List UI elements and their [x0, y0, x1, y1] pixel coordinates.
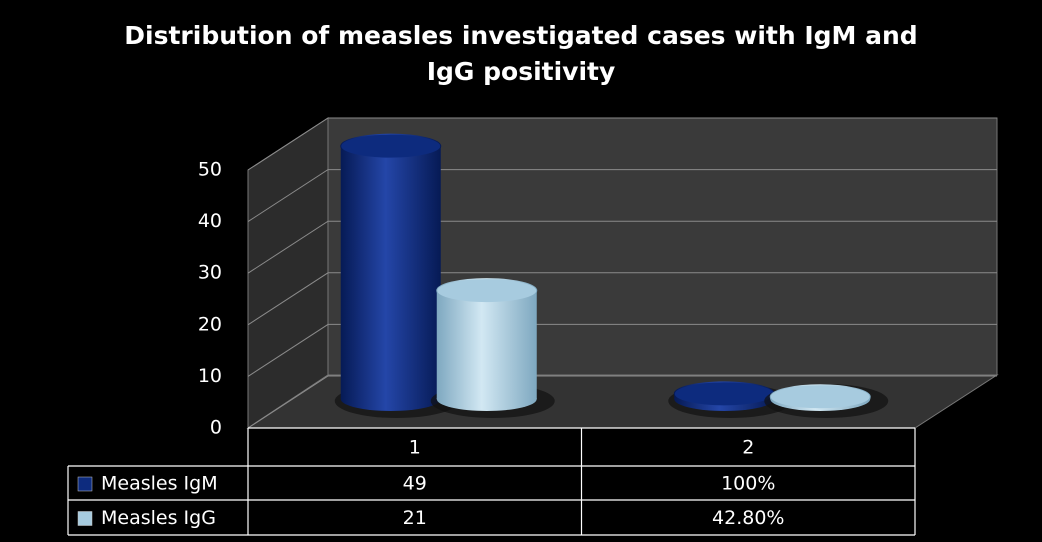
- cylinder: [334, 133, 459, 418]
- cylinder-top: [436, 278, 538, 304]
- y-tick-label: 20: [198, 313, 222, 335]
- grid-line: [247, 220, 997, 274]
- grid-line: [247, 169, 997, 223]
- table-cell: 21: [403, 507, 427, 529]
- legend-swatch: [77, 511, 93, 526]
- legend-label: Measles IgM: [101, 473, 218, 495]
- table-cell: 49: [403, 473, 427, 495]
- table-header: 2: [742, 437, 754, 459]
- cylinder: [430, 278, 555, 418]
- cylinder-top: [673, 381, 775, 407]
- table-header: 1: [409, 437, 421, 459]
- cylinder: [668, 381, 793, 418]
- y-tick-label: 10: [198, 365, 222, 387]
- grid-line: [247, 323, 997, 377]
- cylinder-top: [340, 133, 442, 159]
- grid-line: [247, 375, 997, 429]
- y-tick-label: 30: [198, 262, 222, 284]
- grid-line: [247, 272, 997, 326]
- table-cell: 42.80%: [712, 507, 784, 529]
- y-tick-label: 0: [210, 417, 222, 439]
- chart-title: Distribution of measles investigated cas…: [124, 21, 918, 86]
- y-tick-label: 50: [198, 159, 222, 181]
- grid-line: [247, 117, 997, 171]
- cylinder-top: [769, 384, 871, 410]
- legend-swatch: [77, 476, 93, 492]
- side-wall: [247, 117, 329, 429]
- legend-label: Measles IgG: [101, 507, 216, 529]
- cylinder: [764, 384, 889, 418]
- cylinder-body: [340, 146, 441, 399]
- table-cell: 100%: [721, 473, 775, 495]
- cylinder-body: [436, 290, 537, 399]
- y-tick-label: 40: [198, 210, 222, 232]
